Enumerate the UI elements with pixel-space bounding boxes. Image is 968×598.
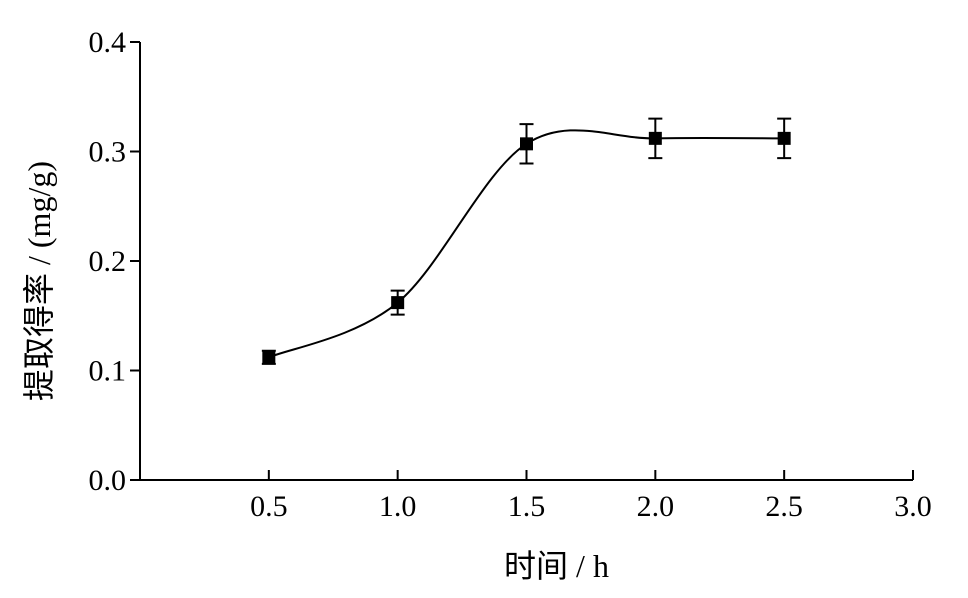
x-tick-label: 0.5 [250,490,288,523]
x-axis-title: 时间 / h [504,548,609,584]
data-point [520,137,533,151]
plot-area [261,117,792,365]
data-point [262,350,276,364]
y-tick-label: 0.4 [89,26,127,59]
data-point [391,296,405,310]
x-tick-label: 2.0 [637,490,675,523]
x-ticks: 0.5 1.0 1.5 2.0 2.5 3.0 [250,470,932,523]
x-tick-label: 3.0 [894,490,932,523]
x-tick-label: 2.5 [765,490,803,523]
x-tick-label: 1.5 [508,490,546,523]
axes [139,42,913,481]
data-point [777,131,791,145]
y-axis-title: 提取得率 / (mg/g) [21,161,57,401]
y-tick-label: 0.3 [89,136,127,169]
y-ticks: 0.0 0.1 0.2 0.3 0.4 [89,26,140,497]
y-tick-label: 0.0 [89,464,127,497]
data-point [648,131,662,145]
series-line [268,129,785,359]
y-tick-label: 0.1 [89,355,127,388]
y-tick-label: 0.2 [89,245,127,278]
x-tick-label: 1.0 [379,490,417,523]
